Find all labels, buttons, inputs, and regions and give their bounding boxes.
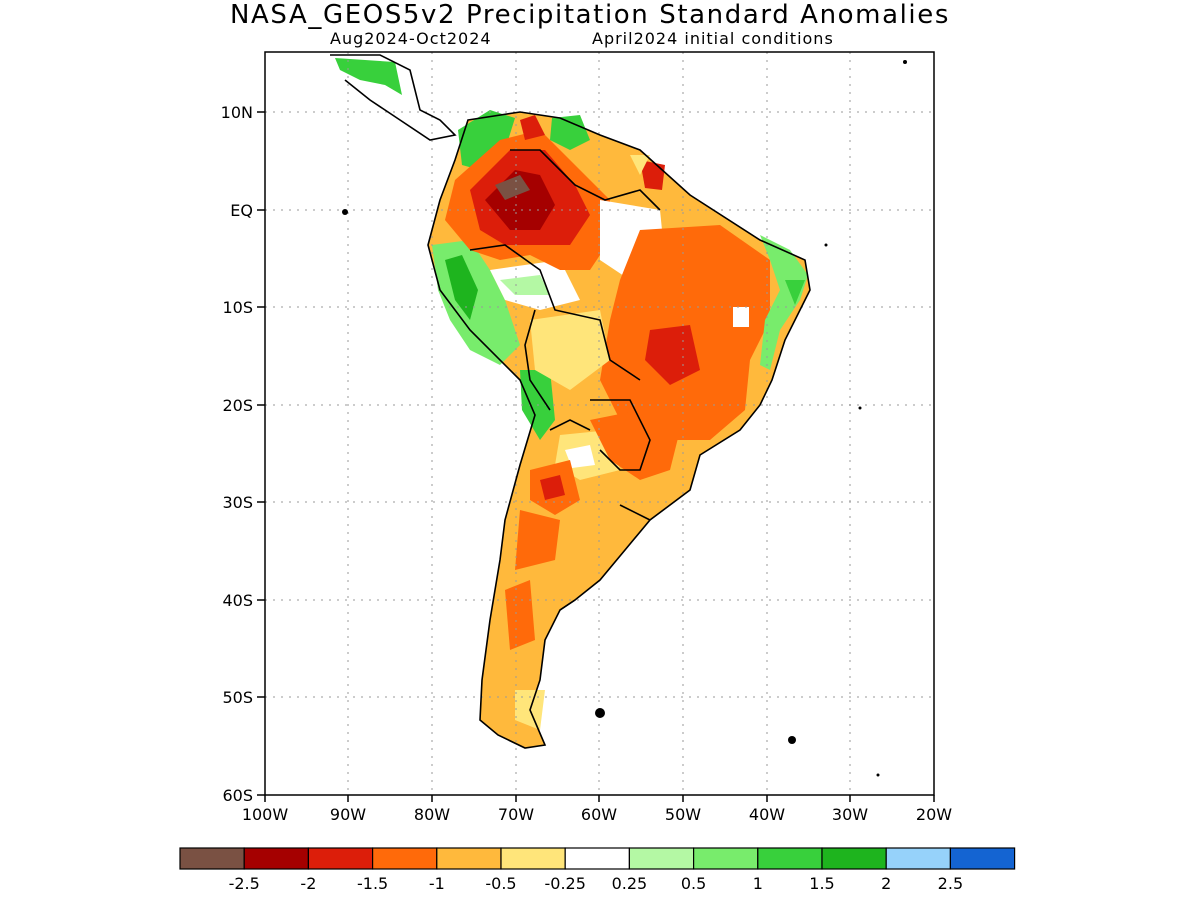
lon-tick-label: 50W: [665, 805, 701, 824]
colorbar-swatch: [949, 847, 1016, 870]
latitude-axis: 10N EQ 10S 20S 30S 40S 50S 60S: [221, 103, 265, 805]
lon-tick-label: 60W: [581, 805, 617, 824]
lat-tick-label: 60S: [222, 786, 253, 805]
colorbar-swatch: [372, 847, 438, 870]
colorbar-label: 0.25: [612, 874, 648, 893]
colorbar-legend: -2.5 -2 -1.5 -1 -0.5 -0.25 0.25 0.5 1 1.5 2 2.5: [179, 847, 1016, 893]
lon-tick-label: 80W: [414, 805, 450, 824]
colorbar-label: 2.5: [938, 874, 963, 893]
colorbar-label: 0.5: [681, 874, 706, 893]
colorbar-swatch: [885, 847, 952, 870]
colorbar-label: -2: [300, 874, 316, 893]
islands: [342, 60, 907, 777]
map-title: NASA_GEOS5v2 Precipitation Standard Anom…: [229, 0, 951, 30]
lon-tick-label: 100W: [242, 805, 289, 824]
lat-tick-label: 40S: [222, 591, 253, 610]
colorbar-swatch: [628, 847, 695, 870]
lon-tick-label: 40W: [749, 805, 785, 824]
coastlines: [330, 54, 811, 749]
lon-tick-label: 30W: [832, 805, 868, 824]
colorbar-swatch: [500, 847, 566, 870]
colorbar-swatch: [436, 847, 502, 870]
colorbar-label: -1: [429, 874, 445, 893]
colorbar-swatch: [821, 847, 887, 870]
longitude-axis: 100W 90W 80W 70W 60W 50W 40W 30W 20W: [242, 795, 952, 824]
lon-tick-label: 20W: [916, 805, 952, 824]
colorbar-label: 1: [753, 874, 763, 893]
colorbar-label: -1.5: [357, 874, 388, 893]
lat-tick-label: 30S: [222, 493, 253, 512]
colorbar-swatch: [564, 847, 631, 870]
colorbar-label: -0.5: [485, 874, 516, 893]
colorbar-label: -2.5: [229, 874, 260, 893]
lon-tick-label: 90W: [330, 805, 366, 824]
colorbar-swatch: [179, 847, 245, 870]
anomaly-fields: [330, 55, 810, 748]
lat-tick-label: EQ: [230, 201, 253, 220]
forecast-period: Aug2024-Oct2024: [330, 29, 492, 48]
lat-tick-label: 20S: [222, 396, 253, 415]
colorbar-label: 2: [881, 874, 891, 893]
lat-tick-label: 10S: [222, 298, 253, 317]
colorbar-label: 1.5: [809, 874, 834, 893]
colorbar-label: -0.25: [544, 874, 585, 893]
lat-tick-label: 10N: [221, 103, 253, 122]
lon-tick-label: 70W: [498, 805, 534, 824]
colorbar-swatch: [243, 847, 309, 870]
colorbar-swatch: [757, 847, 823, 870]
colorbar-swatch: [692, 847, 759, 870]
initial-conditions: April2024 initial conditions: [592, 29, 834, 48]
lat-tick-label: 50S: [222, 688, 253, 707]
colorbar-swatch: [307, 847, 374, 870]
